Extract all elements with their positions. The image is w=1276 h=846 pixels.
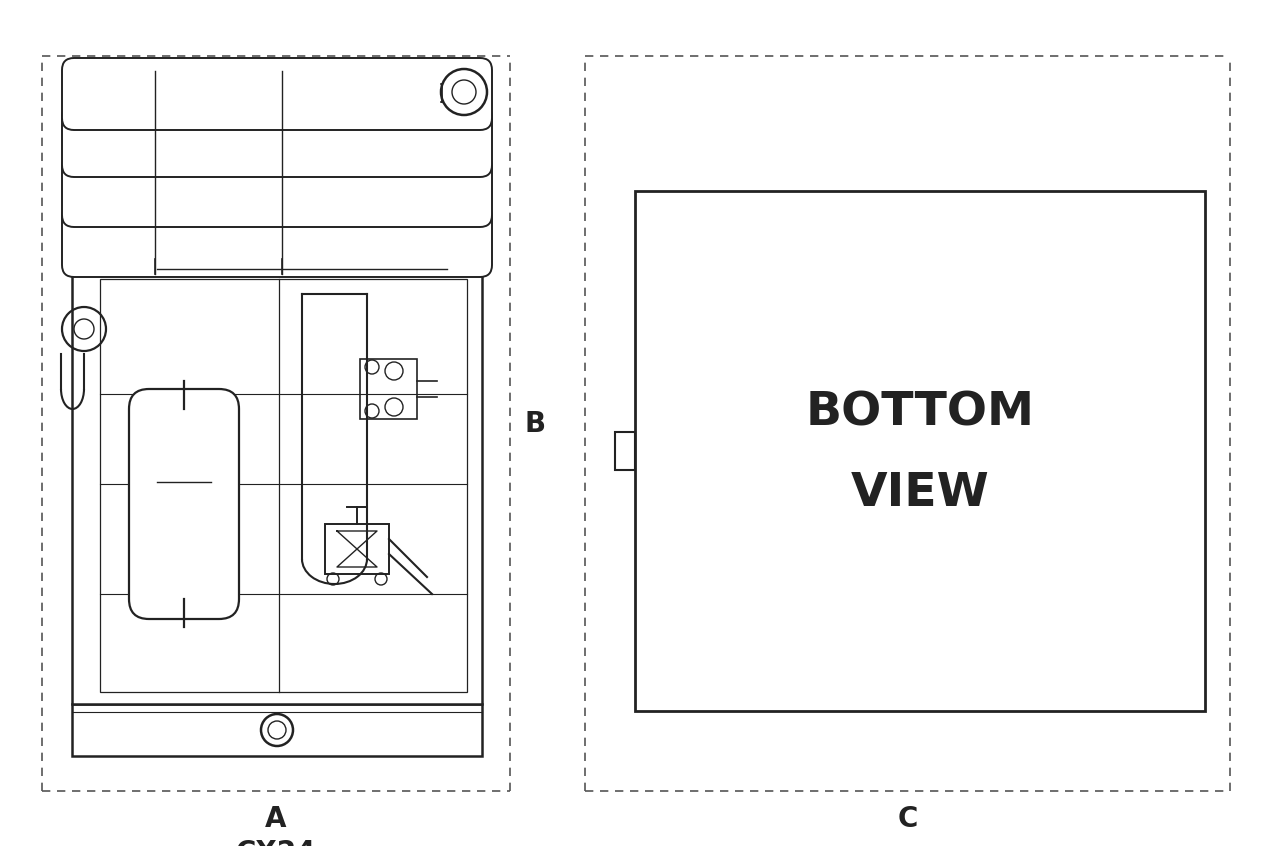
Bar (100, 279, 467, 692)
FancyBboxPatch shape (63, 58, 493, 130)
Text: CX24: CX24 (236, 839, 316, 846)
FancyBboxPatch shape (63, 105, 493, 177)
Bar (615, 432, 635, 470)
Text: BOTTOM: BOTTOM (805, 391, 1035, 436)
Bar (635, 191, 1205, 711)
FancyBboxPatch shape (63, 205, 493, 277)
Text: B: B (524, 409, 546, 437)
FancyBboxPatch shape (63, 155, 493, 227)
Bar (325, 524, 389, 574)
Text: C: C (897, 805, 917, 833)
Text: VIEW: VIEW (851, 470, 989, 515)
Bar (360, 359, 417, 419)
FancyBboxPatch shape (129, 389, 239, 619)
Bar (71, 704, 482, 756)
Text: A: A (265, 805, 287, 833)
Bar (71, 274, 482, 704)
